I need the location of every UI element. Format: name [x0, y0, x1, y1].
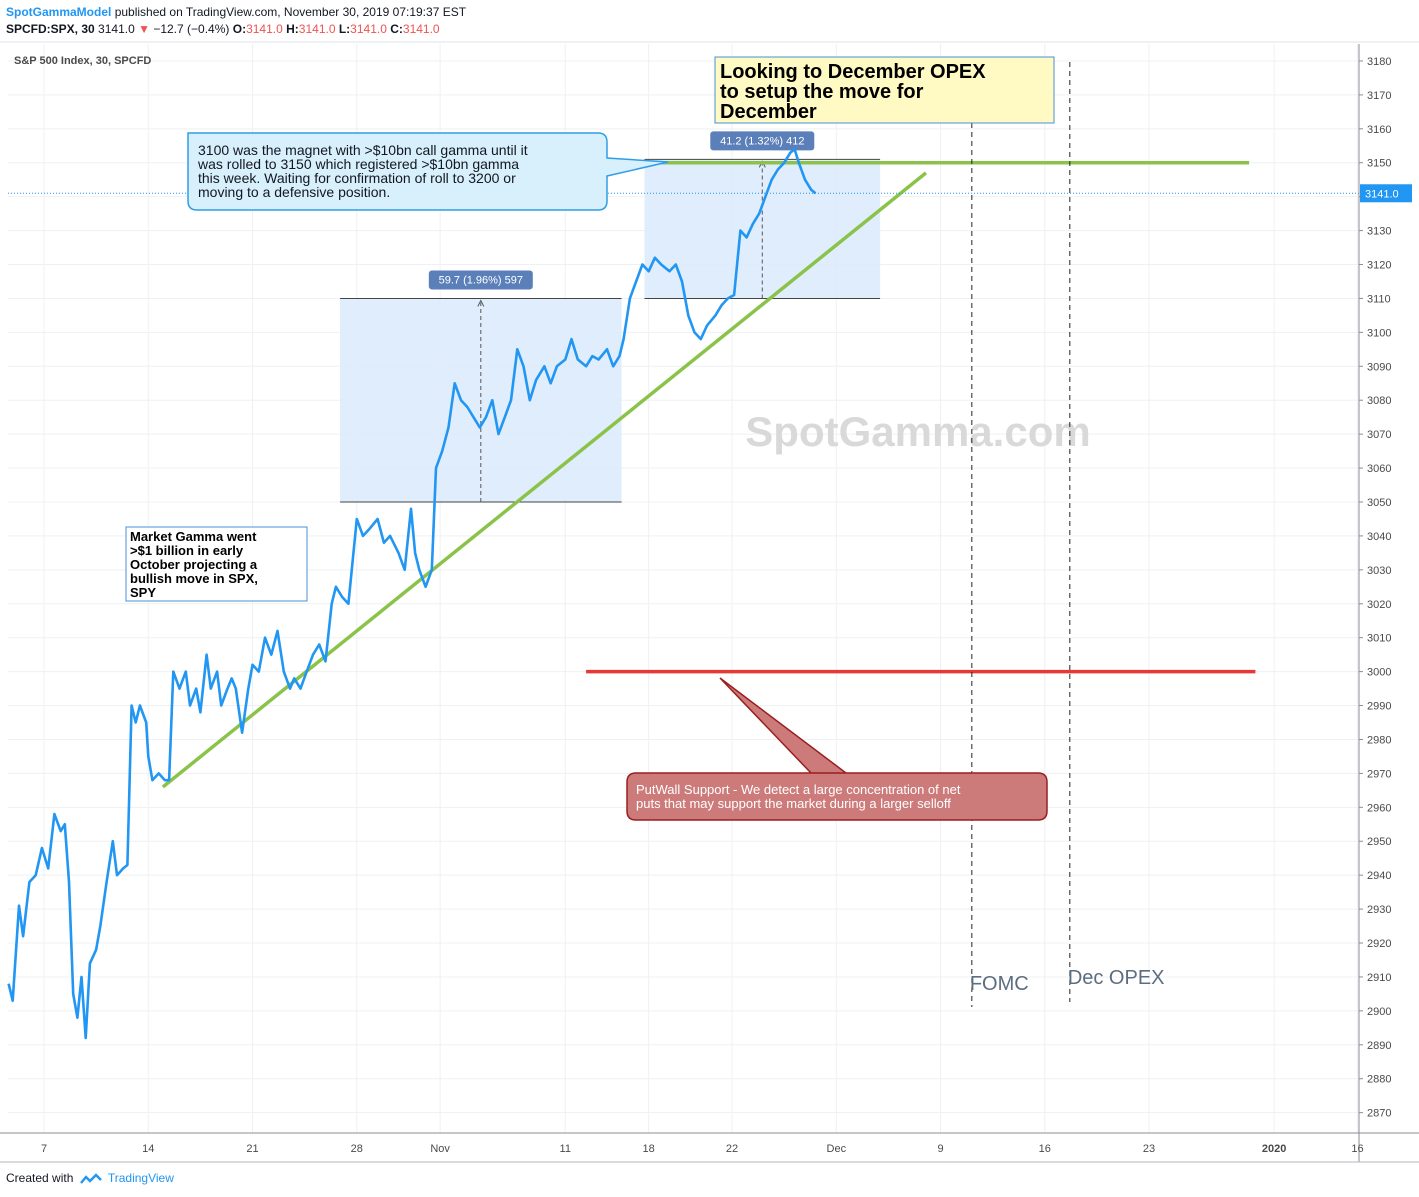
y-tick-label: 2870 — [1367, 1108, 1391, 1120]
market-gamma-note-box[interactable] — [125, 526, 308, 602]
publish-header: SpotGammaModel published on TradingView.… — [6, 5, 466, 19]
level-lines[interactable] — [8, 160, 1359, 789]
x-axis[interactable]: 7 14 21 28 Nov 11 18 22 Dec 9 16 23 2020 16 — [41, 1143, 1364, 1155]
putwall-callout-text: PutWall Support - We detect a large conc… — [636, 782, 961, 811]
y-tick-label: 2920 — [1367, 938, 1391, 950]
y-tick-label: 2960 — [1367, 802, 1391, 814]
y-tick-label: 3060 — [1367, 463, 1391, 475]
x-tick-label: 2020 — [1262, 1143, 1286, 1155]
y-tick-label: 3030 — [1367, 565, 1391, 577]
annotations[interactable]: Looking to December OPEX to setup the mov… — [125, 56, 1055, 821]
x-tick-label: 7 — [41, 1143, 47, 1155]
x-tick-label: Dec — [827, 1143, 847, 1155]
y-tick-label: 3010 — [1367, 633, 1391, 645]
tradingview-logo-icon — [79, 1173, 102, 1184]
y-tick-label: 2970 — [1367, 768, 1391, 780]
down-arrow-icon: ▼ — [138, 22, 150, 36]
low-value: 3141.0 — [350, 22, 387, 36]
x-tick-label: 28 — [351, 1143, 363, 1155]
author-link[interactable]: SpotGammaModel — [6, 5, 112, 19]
y-tick-label: 2980 — [1367, 734, 1391, 746]
y-tick-label: 3110 — [1367, 293, 1391, 305]
y-tick-label: 2910 — [1367, 972, 1391, 984]
y-tick-label: 3160 — [1367, 124, 1391, 136]
y-tick-label: 2890 — [1367, 1040, 1391, 1052]
publish-info: published on TradingView.com, November 3… — [114, 5, 467, 19]
y-tick-label: 3180 — [1367, 56, 1391, 68]
range-label-box — [428, 270, 533, 290]
y-tick-label: 3070 — [1367, 429, 1391, 441]
range-label: 41.2 (1.32%) 412 — [720, 135, 804, 147]
high-value: 3141.0 — [298, 22, 336, 36]
y-tick-label: 3100 — [1367, 327, 1391, 339]
chart-title: S&P 500 Index, 30, SPCFD — [14, 55, 151, 67]
x-tick-label: 23 — [1143, 1143, 1155, 1155]
y-tick-label: 2930 — [1367, 904, 1391, 916]
price-series — [7, 147, 817, 1040]
y-tick-label: 3090 — [1367, 361, 1391, 373]
gamma-callout-text: 3100 was the magnet with >$10bn call gam… — [197, 142, 528, 200]
range-label: 59.7 (1.96%) 597 — [439, 274, 523, 286]
x-tick-label: 22 — [726, 1143, 738, 1155]
footer: Created with TradingView — [6, 1171, 174, 1186]
y-tick-label: 2950 — [1367, 836, 1391, 848]
opex-label: Dec OPEX — [1068, 967, 1165, 989]
low-label: L: — [338, 22, 351, 36]
trendline[interactable] — [161, 171, 928, 789]
y-tick-label: 3080 — [1367, 395, 1391, 407]
opex-note-box[interactable] — [714, 56, 1055, 124]
symbol-label: SPCFD:SPX, 30 — [6, 22, 95, 36]
open-value: 3141.0 — [246, 22, 283, 36]
putwall-callout-box[interactable] — [626, 677, 1048, 821]
y-tick-label: 2940 — [1367, 870, 1391, 882]
x-tick-label: 16 — [1351, 1143, 1363, 1155]
chart-frame — [0, 41, 1419, 1163]
y-tick-label: 2880 — [1367, 1074, 1391, 1086]
close-label: C: — [390, 22, 403, 36]
x-tick-label: 9 — [937, 1143, 943, 1155]
arrow-up-icon — [477, 299, 485, 307]
price-value: 3141.0 — [98, 22, 135, 36]
opex-note-text: Looking to December OPEX to setup the mov… — [720, 61, 986, 123]
x-tick-label: 21 — [246, 1143, 258, 1155]
fomc-label: FOMC — [970, 973, 1029, 995]
y-tick-label: 3120 — [1367, 260, 1391, 272]
market-gamma-note-text: Market Gamma went >$1 billion in early Oct… — [130, 529, 258, 600]
tradingview-link[interactable]: TradingView — [107, 1171, 174, 1185]
x-tick-label: 18 — [643, 1143, 655, 1155]
y-tick-label: 3130 — [1367, 226, 1391, 238]
y-tick-label: 3050 — [1367, 497, 1391, 509]
y-tick-label: 3170 — [1367, 90, 1391, 102]
x-tick-label: Nov — [430, 1143, 450, 1155]
y-axis[interactable]: 2870 2880 2890 2900 2910 2920 2930 2940 2950 2960… — [1359, 56, 1412, 1120]
event-lines[interactable]: FOMC Dec OPEX — [970, 62, 1165, 1007]
y-tick-label: 3040 — [1367, 531, 1391, 543]
y-tick-label: 3020 — [1367, 599, 1391, 611]
created-with-label: Created with — [6, 1171, 74, 1185]
gamma-callout-box[interactable] — [187, 132, 669, 211]
y-tick-label: 3000 — [1367, 667, 1391, 679]
last-price-badge — [1360, 184, 1412, 203]
range-label-box — [710, 131, 815, 151]
y-tick-label: 2900 — [1367, 1006, 1391, 1018]
x-tick-label: 16 — [1039, 1143, 1051, 1155]
change-value: −12.7 (−0.4%) — [153, 22, 230, 36]
x-tick-label: 14 — [142, 1143, 154, 1155]
close-value: 3141.0 — [402, 22, 440, 36]
last-price-label: 3141.0 — [1365, 188, 1399, 200]
x-tick-label: 11 — [560, 1143, 571, 1155]
watermark-text: SpotGamma.com — [745, 408, 1090, 455]
open-label: O: — [232, 22, 247, 36]
price-line — [7, 147, 817, 1040]
y-tick-label: 2990 — [1367, 701, 1391, 713]
symbol-header: SPCFD:SPX, 30 3141.0 ▼ −12.7 (−0.4%) O:3… — [6, 22, 440, 36]
high-label: H: — [286, 22, 299, 36]
y-tick-label: 3150 — [1367, 158, 1391, 170]
range-boxes[interactable]: 59.7 (1.96%) 597 41.2 (1.32%) 412 — [340, 131, 881, 503]
